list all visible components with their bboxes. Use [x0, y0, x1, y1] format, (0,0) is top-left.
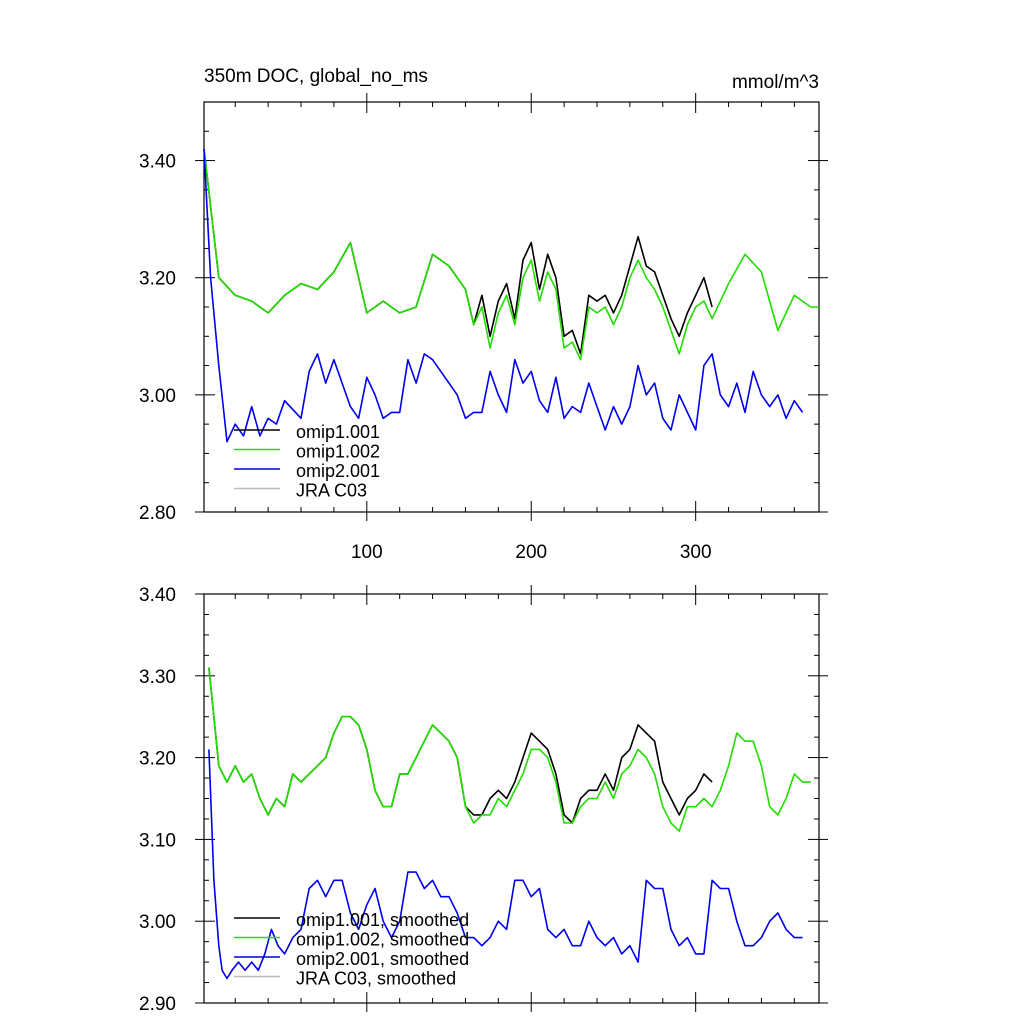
y-tick-label: 2.80: [139, 503, 176, 524]
bottom-axes: 2.90 3.00 3.10 3.20 3.30 3.40: [139, 585, 828, 1015]
top-axes: 100 200 300 2.80 3.00 3.20 3.40: [139, 93, 828, 563]
series-line: [203, 148, 804, 443]
series-line: [208, 749, 803, 980]
top-series-lines: [203, 148, 819, 443]
y-tick-label: 3.00: [139, 912, 176, 933]
legend-label: omip2.001: [296, 461, 380, 481]
series-line: [208, 667, 713, 824]
x-tick-label: 100: [351, 542, 383, 563]
y-tick-label: 3.40: [139, 152, 176, 173]
y-tick-label: 3.30: [139, 667, 176, 688]
legend-label: omip2.001, smoothed: [296, 949, 469, 969]
top-panel: 350m DOC, global_no_ms mmol/m^3 100 200 30…: [139, 66, 828, 563]
legend-label: omip1.001: [296, 422, 380, 442]
y-tick-label: 3.40: [139, 585, 176, 606]
legend-label: omip1.002, smoothed: [296, 930, 469, 950]
chart-title: 350m DOC, global_no_ms: [204, 66, 428, 87]
bottom-series-lines: [208, 667, 811, 980]
y-tick-label: 3.20: [139, 749, 176, 770]
series-line: [208, 667, 811, 833]
legend-label: JRA C03, smoothed: [296, 969, 456, 989]
y-tick-label: 3.00: [139, 386, 176, 407]
y-tick-label: 2.90: [139, 994, 176, 1015]
series-line: [203, 148, 713, 355]
y-tick-label: 3.20: [139, 269, 176, 290]
bottom-panel: 2.90 3.00 3.10 3.20 3.30 3.40 omip1.001, smoo…: [139, 585, 828, 1015]
units-label: mmol/m^3: [732, 72, 819, 93]
y-tick-label: 3.10: [139, 830, 176, 851]
legend-label: omip1.001, smoothed: [296, 910, 469, 930]
legend-label: omip1.002: [296, 442, 380, 462]
legend-label: JRA C03: [296, 481, 367, 501]
x-tick-label: 300: [680, 542, 712, 563]
x-tick-label: 200: [515, 542, 547, 563]
series-line: [203, 148, 819, 361]
